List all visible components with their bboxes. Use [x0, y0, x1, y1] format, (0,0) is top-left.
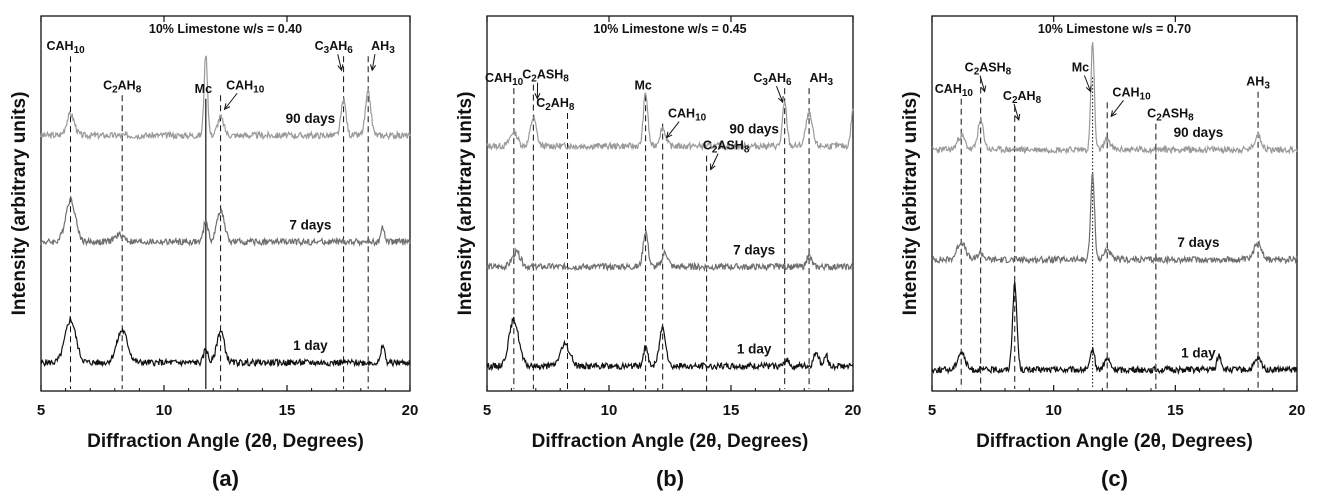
- x-tick-label: 5: [37, 402, 45, 419]
- panel-2: 10% Limestone w/s = 0.45 5 10 15 20 Diffracti…: [455, 16, 861, 491]
- y-axis-label: Intensity (arbitrary units): [900, 92, 921, 316]
- phase-label: CAH10: [1112, 85, 1151, 102]
- phase-label: CAH10: [226, 78, 265, 95]
- phase-label: C3AH6: [315, 39, 354, 56]
- phase-arrow: [667, 122, 679, 138]
- phase-arrow: [711, 154, 719, 170]
- phase-label: Mc: [634, 78, 651, 92]
- y-axis-label: Intensity (arbitrary units): [9, 92, 30, 316]
- x-tick-label: 10: [601, 402, 618, 419]
- x-axis-label: Diffraction Angle (2θ, Degrees): [532, 431, 809, 452]
- x-tick-label: 20: [402, 402, 419, 419]
- series-line: [487, 317, 853, 369]
- x-tick-label: 15: [1167, 402, 1184, 419]
- series-label: 90 days: [286, 111, 336, 126]
- x-tick-label: 10: [156, 402, 173, 419]
- phase-label: CAH10: [668, 107, 707, 124]
- series-line: [41, 318, 410, 366]
- phase-label: C2ASH8: [703, 139, 750, 156]
- series-line: [41, 56, 410, 139]
- x-tick-label: 15: [723, 402, 740, 419]
- series-label: 7 days: [733, 242, 775, 257]
- series-label: 7 days: [1177, 235, 1219, 250]
- phase-label: C2AH8: [1003, 89, 1042, 106]
- panel-label: (b): [656, 466, 684, 491]
- panel-label: (c): [1101, 466, 1128, 491]
- phase-label: Mc: [195, 82, 212, 96]
- series-label: 1 day: [737, 342, 772, 357]
- series-line: [41, 197, 410, 245]
- phase-label: CAH10: [935, 82, 974, 99]
- phase-label: AH3: [371, 39, 395, 56]
- plot-frame: [41, 16, 410, 391]
- phase-label: C2ASH8: [1147, 107, 1194, 124]
- series-line: [487, 232, 853, 270]
- x-tick-label: 5: [928, 402, 936, 419]
- x-tick-label: 20: [1289, 402, 1306, 419]
- x-tick-label: 20: [845, 402, 862, 419]
- phase-label: C2ASH8: [965, 61, 1012, 78]
- phase-label: C2AH8: [103, 78, 142, 95]
- phase-label: CAH10: [46, 39, 85, 56]
- series-label: 1 day: [1181, 345, 1216, 360]
- series-line: [932, 282, 1297, 373]
- phase-label: C2AH8: [536, 96, 575, 113]
- phase-arrow: [1111, 100, 1123, 116]
- panel-label: (a): [212, 466, 239, 491]
- panel-3: 10% Limestone w/s = 0.70 5 10 15 20 Diffracti…: [900, 16, 1305, 491]
- phase-label: Mc: [1072, 61, 1089, 75]
- series-label: 90 days: [1174, 125, 1224, 140]
- y-axis-label: Intensity (arbitrary units): [455, 92, 476, 316]
- phase-label: AH3: [809, 71, 833, 88]
- chart-title: 10% Limestone w/s = 0.40: [149, 22, 302, 36]
- phase-arrow: [225, 93, 238, 109]
- chart-title: 10% Limestone w/s = 0.45: [593, 22, 746, 36]
- x-tick-label: 5: [483, 402, 491, 419]
- series-label: 90 days: [729, 122, 779, 137]
- x-tick-label: 15: [279, 402, 296, 419]
- phase-label: CAH10: [485, 71, 524, 88]
- series-line: [932, 174, 1297, 263]
- series-label: 1 day: [293, 338, 328, 353]
- chart-title: 10% Limestone w/s = 0.70: [1038, 22, 1191, 36]
- phase-label: C3AH6: [753, 71, 792, 88]
- phase-label: C2ASH8: [522, 68, 569, 85]
- x-axis-label: Diffraction Angle (2θ, Degrees): [87, 431, 364, 452]
- x-axis-label: Diffraction Angle (2θ, Degrees): [976, 431, 1253, 452]
- series-label: 7 days: [289, 217, 331, 232]
- phase-label: AH3: [1246, 75, 1270, 92]
- panel-1: 10% Limestone w/s = 0.40 5 10 15 20 Diffracti…: [9, 16, 418, 491]
- x-tick-label: 10: [1045, 402, 1062, 419]
